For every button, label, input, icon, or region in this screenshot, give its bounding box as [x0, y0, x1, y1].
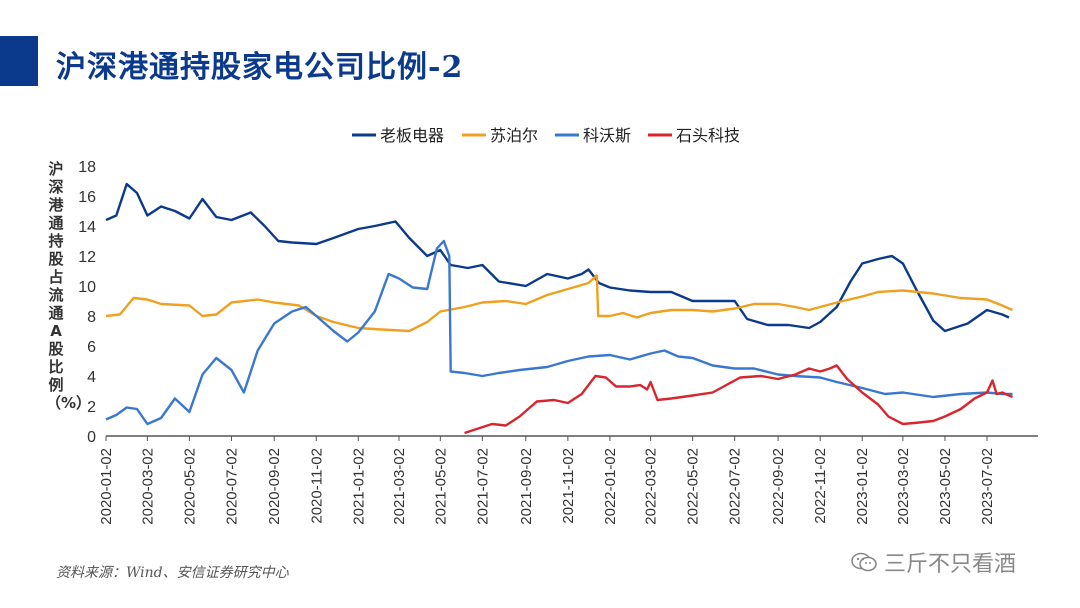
x-tick-label: 2020-03-02: [139, 448, 156, 525]
y-tick-label: 4: [87, 369, 96, 386]
x-tick-label: 2023-01-02: [854, 448, 871, 525]
y-tick-label: 18: [78, 159, 96, 176]
series-line-1: [105, 182, 1010, 333]
x-tick-label: 2023-03-02: [895, 448, 912, 525]
legend-label: 老板电器: [380, 126, 444, 145]
series-line-2: [105, 274, 1013, 333]
x-tick-label: 2022-11-02: [812, 448, 829, 524]
y-tick-label: 2: [87, 399, 96, 416]
y-tick-label: 16: [78, 189, 96, 206]
legend-label: 苏泊尔: [490, 126, 538, 145]
x-tick-label: 2020-01-02: [98, 448, 115, 525]
legend-label: 科沃斯: [583, 126, 631, 145]
y-tick-label: 10: [78, 279, 96, 296]
x-tick-label: 2021-07-02: [474, 448, 491, 525]
wechat-icon: [851, 552, 877, 572]
x-tick-label: 2021-09-02: [518, 448, 535, 525]
source-note: 资料来源：Wind、安信证券研究中心: [56, 565, 289, 581]
y-tick-label: 0: [87, 429, 96, 446]
x-tick-label: 2022-09-02: [770, 448, 787, 525]
x-tick-label: 2022-03-02: [643, 448, 660, 525]
watermark: 三斤不只看酒: [850, 546, 1016, 578]
x-tick-label: 2020-11-02: [308, 448, 325, 524]
legend-label: 石头科技: [676, 126, 740, 145]
y-tick-label: 12: [78, 249, 96, 266]
x-tick-label: 2020-05-02: [181, 448, 198, 525]
y-tick-label: 8: [87, 309, 96, 326]
x-tick-label: 2021-03-02: [391, 448, 408, 525]
x-tick-label: 2020-09-02: [266, 448, 283, 525]
series-line-3: [105, 239, 1013, 426]
y-tick-label: 6: [87, 339, 96, 356]
title-accent-bar: [0, 36, 38, 86]
x-tick-label: 2023-05-02: [937, 448, 954, 525]
x-tick-label: 2022-07-02: [727, 448, 744, 525]
y-tick-label: 14: [78, 219, 96, 236]
x-tick-label: 2021-11-02: [560, 448, 577, 524]
x-tick-label: 2021-01-02: [350, 448, 367, 525]
page-title: 沪深港通持股家电公司比例-2: [56, 50, 464, 85]
x-tick-label: 2021-05-02: [432, 448, 449, 525]
x-tick-label: 2023-07-02: [979, 448, 996, 525]
x-tick-label: 2022-05-02: [685, 448, 702, 525]
x-tick-label: 2022-01-02: [602, 448, 619, 525]
x-tick-label: 2020-07-02: [223, 448, 240, 525]
series-line-4: [464, 364, 1013, 435]
watermark-text: 三斤不只看酒: [884, 552, 1017, 577]
y-axis-label: 沪深港通持股占流通A股比例（%）: [46, 160, 92, 412]
